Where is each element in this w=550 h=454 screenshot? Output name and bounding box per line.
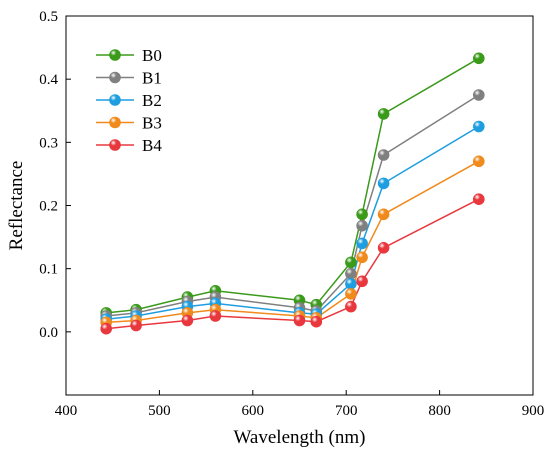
data-point-b4 <box>130 319 142 332</box>
y-tick-label: 0.4 <box>39 72 58 88</box>
data-point-b4 <box>345 300 357 313</box>
data-point-b3 <box>472 155 485 168</box>
x-tick-label: 400 <box>55 403 78 419</box>
data-point-b2 <box>377 177 390 190</box>
data-point-b1 <box>472 89 485 101</box>
data-point-b1 <box>377 149 390 161</box>
data-point-b4 <box>356 275 368 288</box>
data-point-b3 <box>356 251 368 264</box>
legend: B0 B1 B2 B3 B4 <box>96 46 162 155</box>
data-point-b0 <box>345 256 357 269</box>
x-axis-title: Wavelength (nm) <box>234 427 366 448</box>
plot-layer <box>100 52 485 335</box>
y-tick-label: 0.2 <box>39 199 58 215</box>
series-line-b4 <box>106 198 480 330</box>
y-tick-label: 0.0 <box>39 325 58 341</box>
x-tick-label: 700 <box>335 403 358 419</box>
legend-marker-b2 <box>109 94 121 106</box>
data-point-b2 <box>356 237 368 250</box>
x-tick-label: 500 <box>148 403 171 419</box>
y-axis-title: Reflectance <box>6 161 27 251</box>
data-point-b4 <box>310 315 323 328</box>
data-point-b2 <box>345 277 357 290</box>
data-point-b4 <box>209 310 222 322</box>
series-line-b0 <box>106 57 480 314</box>
data-point-b0 <box>356 208 368 221</box>
legend-marker-b4 <box>109 139 121 151</box>
data-point-b3 <box>345 288 357 300</box>
y-tick-label: 0.3 <box>39 135 58 151</box>
data-point-b1 <box>345 267 357 280</box>
data-point-b4 <box>100 322 112 335</box>
data-point-b4 <box>472 193 485 205</box>
axes-layer: 400 500 600 700 800 900 0.0 0.1 0.2 0.3 0.4 0.5 <box>39 9 544 419</box>
data-point-b4 <box>377 242 390 254</box>
legend-marker-b1 <box>109 71 121 84</box>
data-point-b1 <box>356 219 368 232</box>
legend-marker-b3 <box>109 116 121 129</box>
y-tick-label: 0.5 <box>39 9 58 25</box>
legend-label-b2: B2 <box>142 91 162 110</box>
series-line-b2 <box>106 125 480 320</box>
data-point-b0 <box>377 108 390 120</box>
plot-frame <box>65 15 534 396</box>
series-line-b1 <box>106 94 480 317</box>
legend-label-b3: B3 <box>142 114 162 133</box>
legend-label-b4: B4 <box>142 136 162 155</box>
x-tick-label: 800 <box>428 403 451 419</box>
legend-marker-b0 <box>109 49 121 61</box>
x-tick-label: 600 <box>242 403 265 419</box>
data-point-b3 <box>377 208 390 221</box>
legend-label-b1: B1 <box>142 69 162 88</box>
y-tick-label: 0.1 <box>39 262 58 278</box>
series-line-b3 <box>106 160 480 324</box>
data-point-b2 <box>472 120 485 133</box>
x-tick-label: 900 <box>522 403 545 419</box>
data-point-b4 <box>293 314 306 327</box>
data-point-b0 <box>472 52 485 65</box>
data-point-b4 <box>181 314 194 327</box>
legend-label-b0: B0 <box>142 46 162 65</box>
